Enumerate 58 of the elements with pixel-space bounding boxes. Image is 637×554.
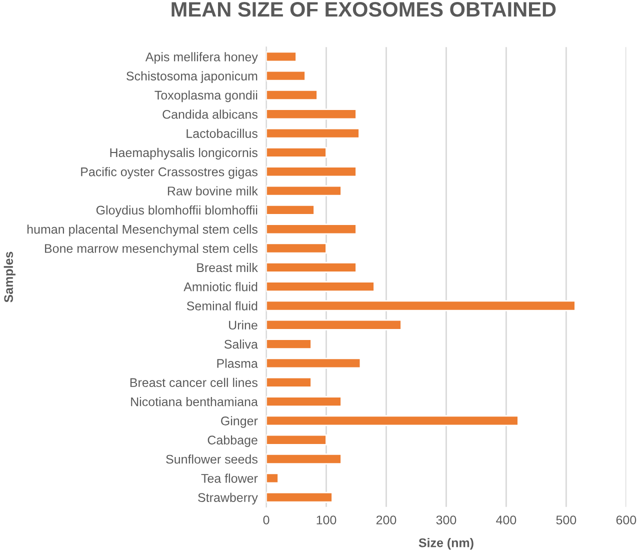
y-tick-label: Haemaphysalis longicornis bbox=[110, 148, 258, 160]
bar bbox=[266, 434, 327, 446]
bar bbox=[266, 300, 576, 312]
bar bbox=[266, 454, 342, 464]
y-tick-label: Breast milk bbox=[197, 262, 258, 272]
bar bbox=[266, 338, 312, 350]
bar bbox=[266, 358, 362, 369]
y-tick-label: Seminal fluid bbox=[186, 301, 258, 310]
y-tick-label: Tea flower bbox=[201, 474, 258, 483]
y-axis-title: Samples bbox=[4, 252, 16, 302]
chart-title: MEAN SIZE OF EXOSOMES OBTAINED bbox=[172, 2, 556, 17]
y-tick-label: Ginger bbox=[221, 416, 258, 428]
y-tick-label: Gloydius blomhoffii blomhoffii bbox=[96, 205, 258, 218]
bar bbox=[266, 51, 297, 62]
x-tick-label: 300 bbox=[436, 516, 456, 524]
bar bbox=[266, 396, 342, 408]
bar bbox=[266, 185, 342, 196]
x-tick-label: 400 bbox=[496, 516, 516, 524]
bar bbox=[266, 90, 318, 100]
x-tick-label: 200 bbox=[376, 516, 396, 524]
bar bbox=[266, 415, 519, 426]
y-tick-label: Candida albicans bbox=[162, 110, 258, 119]
x-tick-label: 500 bbox=[556, 516, 576, 524]
y-tick-label: Bone marrow mesenchymal stem cells bbox=[45, 244, 258, 256]
x-tick-label: 0 bbox=[263, 516, 270, 524]
y-tick-label: Sunflower seeds bbox=[166, 454, 258, 464]
bar bbox=[266, 166, 357, 178]
y-tick-label: Schistosoma japonicum bbox=[126, 71, 258, 83]
bar bbox=[266, 319, 402, 330]
y-tick-label: Saliva bbox=[224, 340, 258, 349]
x-tick-label: 600 bbox=[616, 516, 636, 524]
y-tick-label: Raw bovine milk bbox=[168, 186, 258, 196]
bar bbox=[266, 224, 357, 235]
y-tick-label: Plasma bbox=[217, 358, 258, 368]
y-tick-label: Urine bbox=[229, 320, 258, 330]
bar bbox=[266, 204, 315, 216]
bar bbox=[266, 376, 312, 388]
y-tick-label: human placental Mesenchymal stem cells bbox=[27, 224, 258, 236]
x-axis-title: Size (nm) bbox=[418, 538, 474, 550]
y-tick-label: Pacific oyster Crassostres gigas bbox=[81, 167, 258, 179]
bar bbox=[266, 146, 327, 158]
bar bbox=[266, 70, 306, 82]
bar bbox=[266, 108, 357, 120]
y-tick-label: Toxoplasma gondii bbox=[154, 90, 258, 102]
y-tick-label: Nicotiana benthamiana bbox=[131, 397, 258, 406]
bar bbox=[266, 492, 333, 503]
bar bbox=[266, 128, 360, 139]
y-tick-label: Breast cancer cell lines bbox=[130, 378, 258, 388]
y-tick-label: Amniotic fluid bbox=[184, 282, 258, 292]
bar bbox=[266, 262, 357, 273]
y-tick-label: Lactobacillus bbox=[186, 128, 258, 138]
bar bbox=[266, 472, 279, 484]
bar bbox=[266, 242, 327, 254]
y-tick-label: Cabbage bbox=[208, 435, 258, 447]
bar bbox=[266, 281, 375, 292]
y-tick-label: Apis mellifera honey bbox=[145, 52, 258, 64]
x-tick-label: 100 bbox=[316, 516, 336, 524]
y-tick-label: Strawberry bbox=[198, 492, 258, 504]
